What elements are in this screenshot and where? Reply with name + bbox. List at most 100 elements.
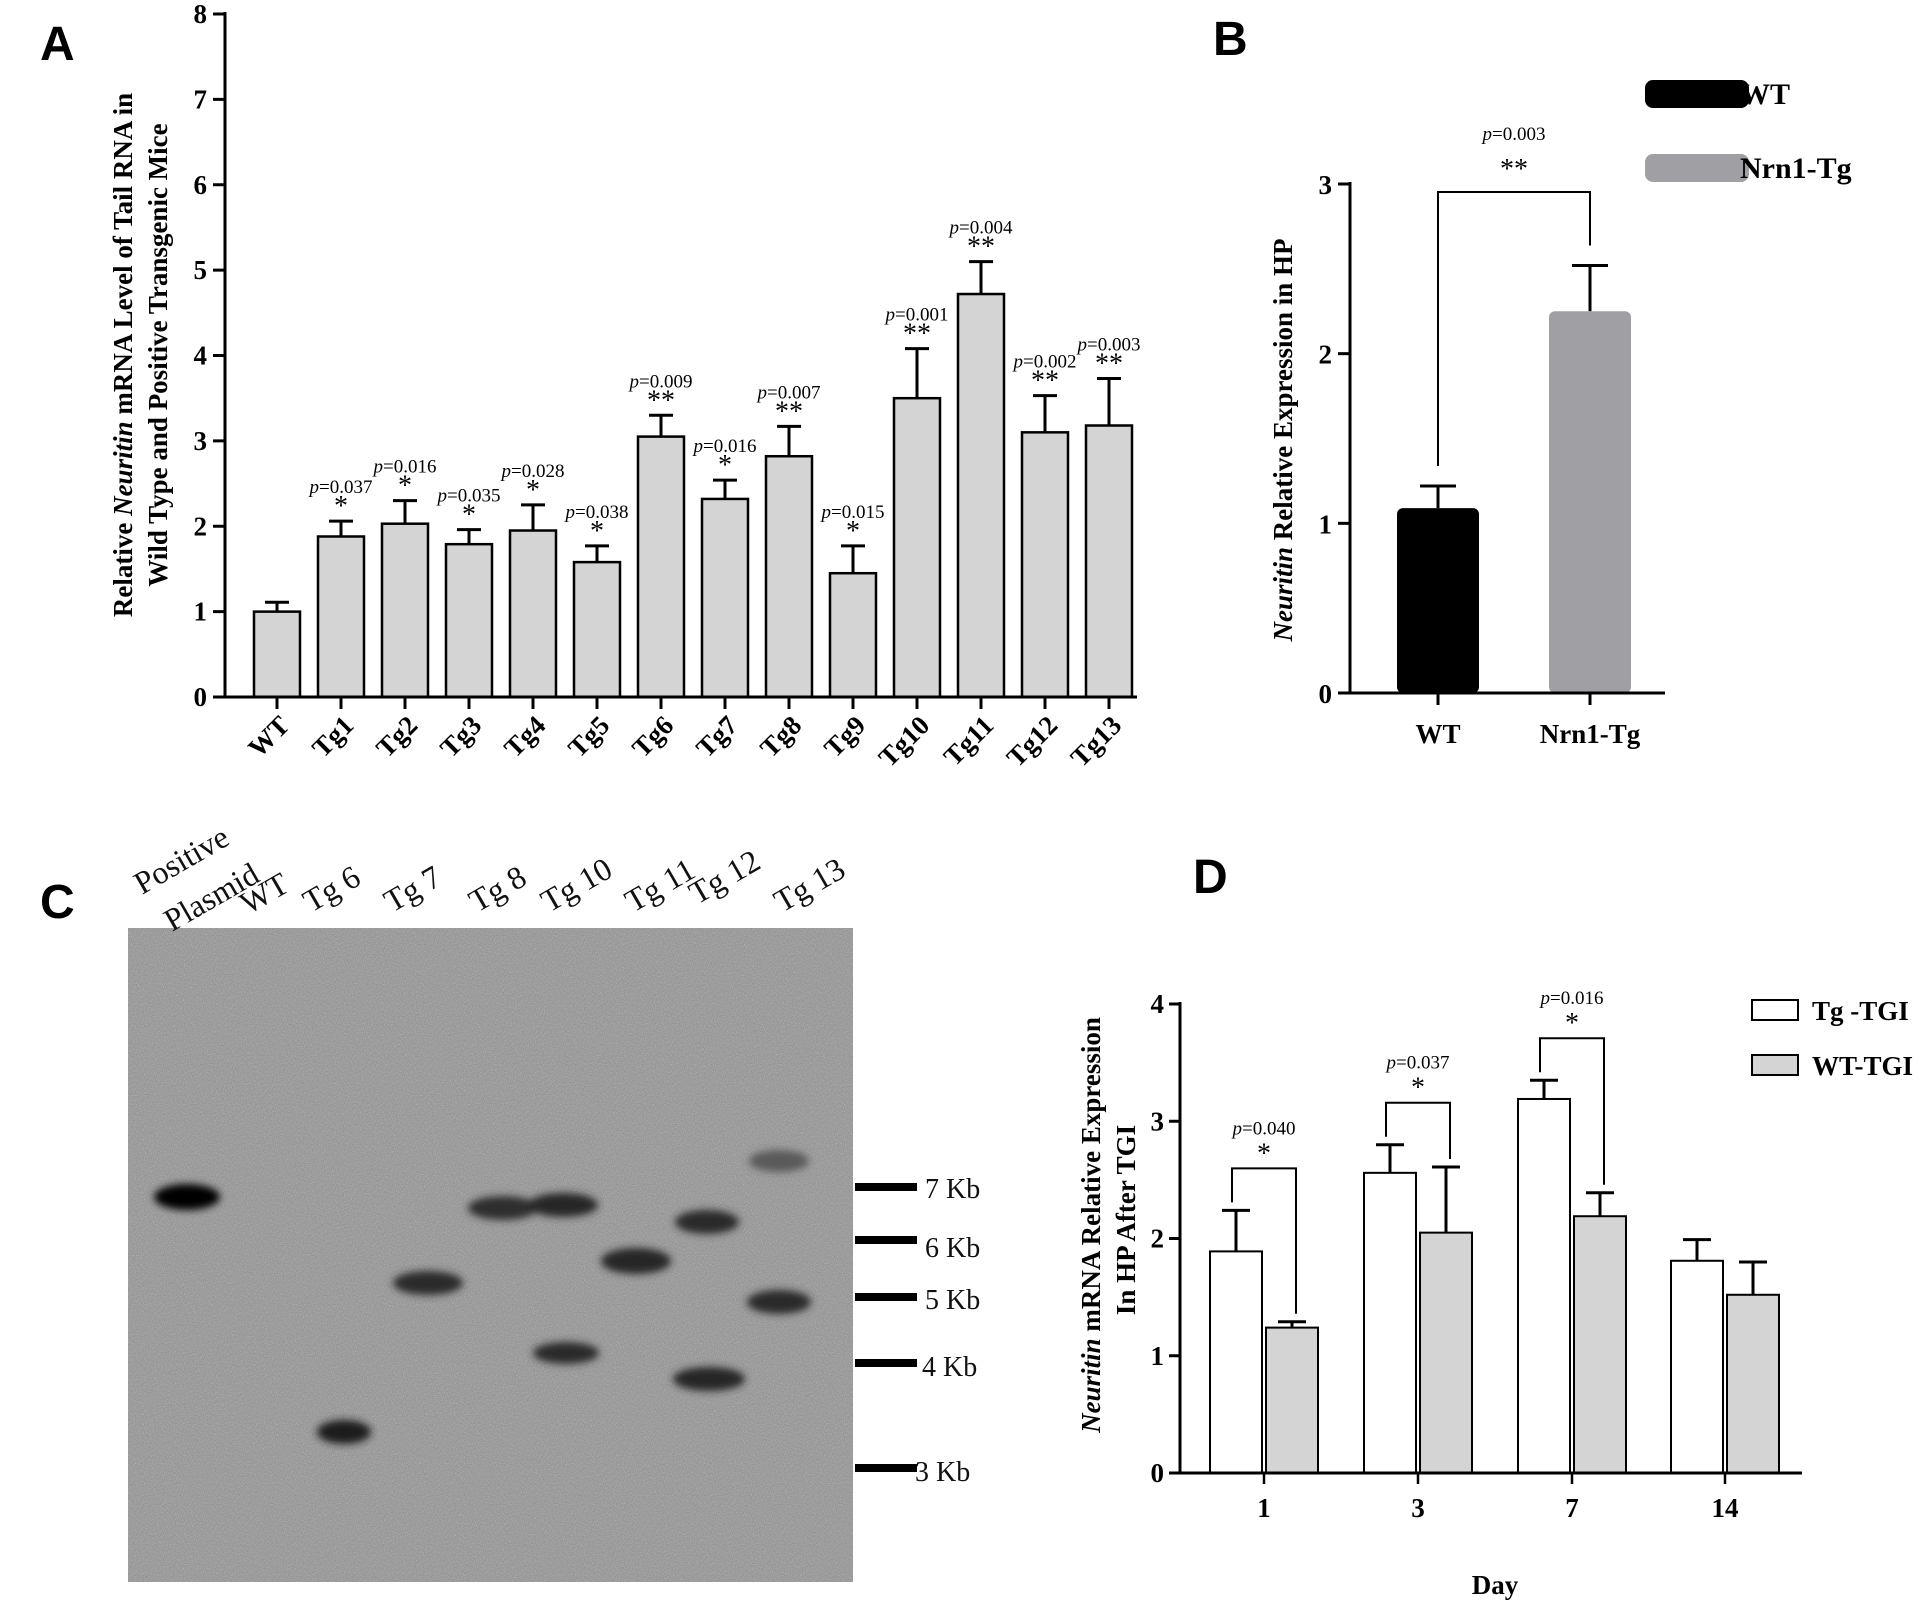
lane-label-tg7: Tg 7: [378, 858, 448, 919]
ytick-label-a-4: 4: [194, 341, 208, 371]
comparison-bracket-b: [1437, 191, 1591, 467]
significance-d-day3: *: [1411, 1073, 1425, 1104]
bar-d-day1-wt-tgi: [1265, 1326, 1319, 1474]
bar-a-tg5: [572, 560, 622, 699]
pvalue-a-tg4: p=0.028: [500, 461, 565, 482]
band-tg13-upper: [749, 1150, 809, 1172]
legend-label-wt: WT: [1740, 78, 1790, 111]
category-label-b-wt: WT: [1415, 719, 1460, 749]
marker-bar-3kb: [855, 1464, 917, 1472]
legend-swatch-tg-tgi: [1751, 999, 1799, 1021]
legend-label-tg-tgi: Tg -TGI: [1812, 996, 1909, 1026]
ytick-label-d-1: 1: [1151, 1341, 1165, 1371]
marker-bar-7kb: [855, 1183, 917, 1191]
marker-bar-4kb: [855, 1359, 917, 1367]
band-tg10-lower: [533, 1342, 599, 1364]
bar-d-day3-wt-tgi: [1419, 1231, 1473, 1474]
marker-bar-5kb: [855, 1293, 917, 1301]
category-label-a-tg10: Tg10: [873, 710, 936, 773]
panel-letter-d: D: [1193, 851, 1228, 904]
bar-a-tg10: [892, 396, 942, 699]
pvalue-d-day7: p=0.016: [1539, 988, 1604, 1009]
band-tg10-upper: [528, 1193, 598, 1217]
lane-label-tg12: Tg 12: [683, 842, 766, 911]
marker-label-6kb: 6 Kb: [925, 1233, 980, 1264]
pvalue-a-tg12: p=0.002: [1012, 352, 1077, 373]
bar-a-tg3: [444, 542, 494, 699]
bar-a-tg2: [380, 522, 430, 699]
category-label-a-tg6: Tg6: [626, 710, 679, 763]
ytick-label-a-7: 7: [194, 84, 208, 114]
significance-a-tg10: **: [903, 319, 931, 350]
comparison-bracket-d-day7: [1539, 1037, 1605, 1185]
lane-label-tg13: Tg 13: [768, 850, 851, 919]
ytick-label-a-5: 5: [194, 255, 208, 285]
bar-a-tg4: [508, 529, 558, 699]
bar-a-tg6: [636, 435, 686, 699]
category-label-a-tg8: Tg8: [754, 710, 807, 763]
band-tg12-upper: [675, 1210, 739, 1234]
chart-a-ylabel-line2: Wild Type and Positive Transgenic Mice: [143, 123, 173, 586]
bar-d-day1-tg-tgi: [1209, 1250, 1263, 1474]
lane-label-tg8: Tg 8: [463, 858, 533, 919]
marker-label-3kb: 3 Kb: [915, 1457, 970, 1488]
panel-letter-a: A: [40, 18, 75, 71]
bar-d-day14-wt-tgi: [1726, 1293, 1780, 1475]
ytick-label-d-2: 2: [1151, 1224, 1165, 1254]
ytick-label-d-0: 0: [1151, 1458, 1165, 1488]
significance-b: **: [1500, 154, 1528, 185]
bar-d-day7-tg-tgi: [1517, 1097, 1571, 1475]
category-label-a-tg4: Tg4: [498, 710, 551, 763]
category-label-a-tg1: Tg1: [306, 710, 359, 763]
pvalue-b: p=0.003: [1481, 124, 1546, 145]
category-label-a-tg5: Tg5: [562, 710, 615, 763]
category-label-a-tg13: Tg13: [1065, 710, 1128, 773]
bar-b-wt: [1397, 508, 1479, 693]
panel-letter-b: B: [1213, 13, 1248, 66]
pvalue-a-tg8: p=0.007: [756, 382, 821, 403]
significance-a-tg4: *: [526, 475, 540, 506]
legend-swatch-wt: [1645, 80, 1749, 108]
category-label-a-wt: WT: [242, 710, 295, 763]
category-label-d-day1: 1: [1257, 1493, 1271, 1523]
significance-d-day1: *: [1257, 1138, 1271, 1169]
significance-a-tg13: **: [1095, 349, 1123, 380]
significance-a-tg6: **: [647, 385, 675, 416]
significance-a-tg3: *: [462, 500, 476, 531]
lane-label-tg6: Tg 6: [297, 858, 367, 919]
bar-a-tg7: [700, 497, 750, 699]
ytick-label-a-8: 8: [194, 0, 208, 29]
band-tg12-lower: [673, 1367, 745, 1391]
bar-a-wt: [252, 610, 302, 699]
significance-a-tg7: *: [718, 450, 732, 481]
ytick-label-a-3: 3: [194, 426, 208, 456]
significance-a-tg1: *: [334, 491, 348, 522]
pvalue-a-tg3: p=0.035: [436, 486, 501, 507]
ytick-label-b-2: 2: [1319, 340, 1333, 370]
ytick-label-a-6: 6: [194, 170, 208, 200]
pvalue-a-tg11: p=0.004: [948, 218, 1013, 239]
chart-d-xlabel: Day: [1472, 1570, 1519, 1600]
category-label-d-day7: 7: [1565, 1493, 1579, 1523]
bar-a-tg1: [316, 535, 366, 699]
band-tg6: [317, 1420, 371, 1444]
pvalue-a-tg7: p=0.016: [692, 436, 757, 457]
comparison-bracket-d-day1: [1231, 1167, 1297, 1314]
marker-label-7kb: 7 Kb: [925, 1174, 980, 1205]
ytick-label-a-2: 2: [194, 511, 208, 541]
category-label-a-tg11: Tg11: [938, 710, 1000, 772]
southern-blot: Positive Plasmid WT Tg 6 Tg 7 Tg 8 Tg 10…: [128, 818, 980, 1582]
chart-b: 0 1 2 3 WT Nrn1-Tg ** p=0.003 Neuritin Relati…: [1268, 78, 1852, 749]
pvalue-a-tg13: p=0.003: [1076, 335, 1141, 356]
category-label-d-day3: 3: [1411, 1493, 1425, 1523]
marker-label-4kb: 4 Kb: [922, 1352, 977, 1383]
bar-a-tg13: [1084, 424, 1134, 699]
pvalue-d-day1: p=0.040: [1231, 1118, 1296, 1139]
bar-a-tg11: [956, 292, 1006, 699]
ytick-label-b-1: 1: [1319, 509, 1333, 539]
category-label-d-day14: 14: [1712, 1493, 1739, 1523]
bar-b-nrn1-tg: [1549, 311, 1631, 693]
band-positive-plasmid: [154, 1184, 220, 1210]
pvalue-a-tg6: p=0.009: [628, 371, 693, 392]
